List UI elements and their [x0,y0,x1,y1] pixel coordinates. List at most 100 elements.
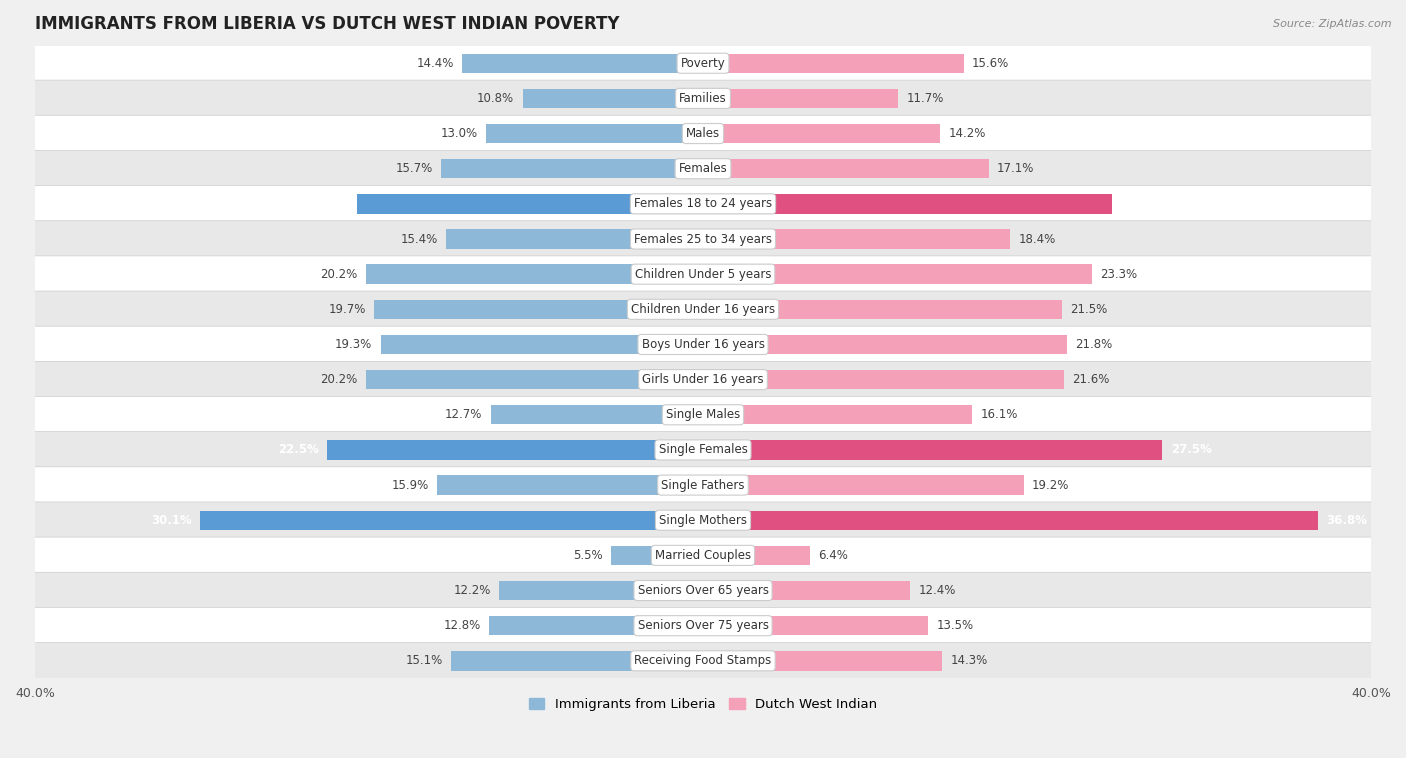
Text: Receiving Food Stamps: Receiving Food Stamps [634,654,772,667]
Text: Females 18 to 24 years: Females 18 to 24 years [634,197,772,211]
Bar [328,440,703,459]
Bar [486,124,703,143]
Text: IMMIGRANTS FROM LIBERIA VS DUTCH WEST INDIAN POVERTY: IMMIGRANTS FROM LIBERIA VS DUTCH WEST IN… [35,15,620,33]
FancyBboxPatch shape [35,572,1371,609]
Text: Seniors Over 75 years: Seniors Over 75 years [637,619,769,632]
Text: Single Fathers: Single Fathers [661,478,745,492]
FancyBboxPatch shape [35,326,1371,363]
Text: Seniors Over 65 years: Seniors Over 65 years [637,584,769,597]
Text: 21.6%: 21.6% [1073,373,1109,386]
Text: Single Males: Single Males [666,409,740,421]
FancyBboxPatch shape [35,221,1371,257]
Text: Families: Families [679,92,727,105]
Text: 10.8%: 10.8% [477,92,515,105]
Text: Girls Under 16 years: Girls Under 16 years [643,373,763,386]
Text: 12.2%: 12.2% [454,584,491,597]
FancyBboxPatch shape [35,80,1371,117]
FancyBboxPatch shape [35,431,1371,468]
FancyBboxPatch shape [35,362,1371,398]
Text: Females 25 to 34 years: Females 25 to 34 years [634,233,772,246]
Bar [703,230,1011,249]
FancyBboxPatch shape [35,256,1371,293]
Text: 24.5%: 24.5% [1121,197,1161,211]
Text: 6.4%: 6.4% [818,549,848,562]
FancyBboxPatch shape [35,467,1371,503]
Text: 18.4%: 18.4% [1019,233,1056,246]
Text: 12.8%: 12.8% [444,619,481,632]
Bar [703,194,1112,214]
Bar [357,194,703,214]
Bar [491,405,703,424]
Text: Males: Males [686,127,720,140]
Bar [612,546,703,565]
Bar [703,511,1317,530]
Text: 16.1%: 16.1% [980,409,1018,421]
Bar [374,299,703,319]
Text: 15.1%: 15.1% [405,654,443,667]
Bar [703,370,1064,390]
Text: Single Females: Single Females [658,443,748,456]
Bar [523,89,703,108]
Bar [703,475,1024,495]
Legend: Immigrants from Liberia, Dutch West Indian: Immigrants from Liberia, Dutch West Indi… [523,693,883,716]
Text: 22.5%: 22.5% [278,443,319,456]
Text: 20.7%: 20.7% [308,197,349,211]
Text: 21.5%: 21.5% [1070,302,1108,316]
Bar [366,370,703,390]
Bar [703,265,1092,283]
Bar [703,299,1062,319]
Text: 12.4%: 12.4% [918,584,956,597]
Bar [703,335,1067,354]
Bar [703,651,942,671]
FancyBboxPatch shape [35,537,1371,574]
Text: Source: ZipAtlas.com: Source: ZipAtlas.com [1274,19,1392,29]
Text: 27.5%: 27.5% [1171,443,1212,456]
Bar [463,54,703,73]
Bar [499,581,703,600]
Text: 19.2%: 19.2% [1032,478,1070,492]
Bar [703,124,941,143]
FancyBboxPatch shape [35,396,1371,433]
Text: 19.7%: 19.7% [328,302,366,316]
Text: 23.3%: 23.3% [1101,268,1137,280]
Text: 21.8%: 21.8% [1076,338,1112,351]
Text: 15.4%: 15.4% [401,233,437,246]
Text: 36.8%: 36.8% [1326,514,1367,527]
Bar [381,335,703,354]
Bar [703,54,963,73]
Bar [703,546,810,565]
Text: 14.2%: 14.2% [949,127,986,140]
Text: 20.2%: 20.2% [321,268,357,280]
Bar [703,440,1163,459]
FancyBboxPatch shape [35,45,1371,82]
Text: 5.5%: 5.5% [574,549,603,562]
Text: 15.9%: 15.9% [392,478,429,492]
Text: 13.0%: 13.0% [440,127,478,140]
Bar [703,616,928,635]
Bar [441,159,703,178]
Text: Boys Under 16 years: Boys Under 16 years [641,338,765,351]
Text: 13.5%: 13.5% [936,619,974,632]
Text: 11.7%: 11.7% [907,92,945,105]
Bar [200,511,703,530]
FancyBboxPatch shape [35,291,1371,327]
Bar [703,89,898,108]
Text: Children Under 16 years: Children Under 16 years [631,302,775,316]
Text: Poverty: Poverty [681,57,725,70]
Text: Females: Females [679,162,727,175]
Bar [489,616,703,635]
Text: 30.1%: 30.1% [152,514,193,527]
FancyBboxPatch shape [35,607,1371,644]
FancyBboxPatch shape [35,643,1371,679]
Bar [703,581,910,600]
Bar [366,265,703,283]
Text: 19.3%: 19.3% [335,338,373,351]
Bar [437,475,703,495]
Bar [446,230,703,249]
Bar [703,405,972,424]
Text: 15.6%: 15.6% [972,57,1010,70]
Text: 15.7%: 15.7% [395,162,433,175]
Text: Single Mothers: Single Mothers [659,514,747,527]
Text: Married Couples: Married Couples [655,549,751,562]
Text: 14.4%: 14.4% [416,57,454,70]
